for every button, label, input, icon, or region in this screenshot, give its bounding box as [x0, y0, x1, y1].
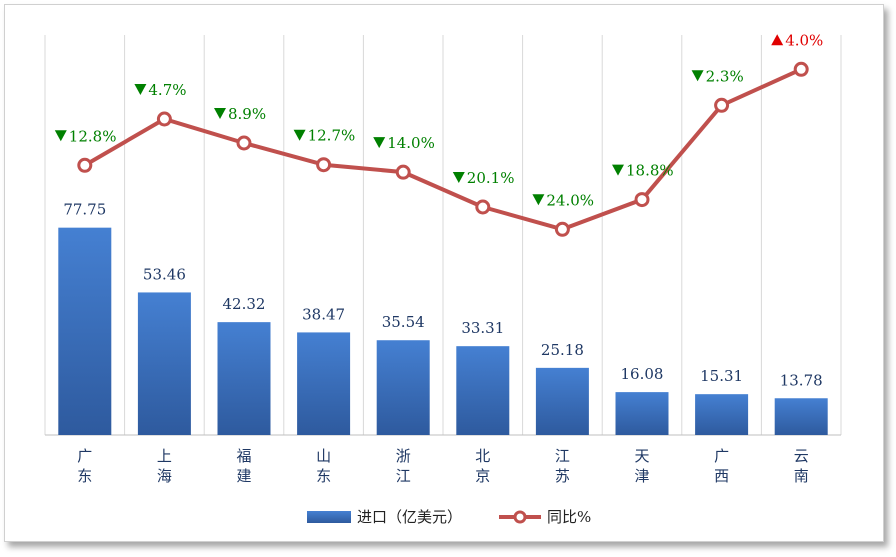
legend-label-import: 进口（亿美元） — [357, 508, 462, 526]
yoy-value-text: 4.0% — [785, 31, 823, 49]
yoy-value-text: 20.1% — [467, 169, 515, 187]
down-arrow-icon — [532, 194, 545, 206]
bar-value-label: 16.08 — [621, 365, 664, 383]
bar-value-label: 15.31 — [700, 367, 743, 385]
category-label: 东 — [316, 467, 331, 485]
category-label: 东 — [77, 467, 92, 485]
category-label: 广 — [714, 447, 729, 465]
category-label: 福 — [236, 447, 251, 465]
category-label: 海 — [157, 467, 172, 485]
bar-value-label: 25.18 — [541, 341, 584, 359]
legend: 进口（亿美元） 同比% — [307, 508, 591, 526]
bar — [615, 392, 669, 435]
line-point — [475, 199, 491, 215]
yoy-value-text: 18.8% — [626, 162, 674, 180]
category-label: 江 — [555, 447, 570, 465]
legend-label-yoy: 同比% — [547, 508, 591, 526]
yoy-value-label: 2.3% — [691, 67, 744, 85]
line-point — [554, 221, 570, 237]
down-arrow-icon — [612, 164, 624, 176]
line-point — [236, 135, 252, 151]
category-label: 江 — [396, 467, 411, 485]
bar — [297, 332, 351, 435]
up-arrow-icon — [771, 34, 784, 46]
category-label: 建 — [236, 467, 251, 485]
chart-frame: 77.75 53.46 42.32 38.47 35.54 33.31 25.18 16.08… — [4, 4, 884, 542]
yoy-value-label: 8.9% — [214, 105, 266, 123]
category-label: 山 — [316, 447, 331, 465]
yoy-value-label: 4.0% — [771, 31, 823, 49]
line-point — [77, 157, 93, 173]
line-point — [395, 164, 411, 180]
bar-value-label: 38.47 — [302, 305, 345, 323]
legend-item-yoy: 同比% — [499, 508, 591, 526]
bar-series — [58, 227, 828, 435]
down-arrow-icon — [134, 84, 147, 95]
line-point — [714, 97, 730, 113]
legend-marker — [513, 510, 527, 524]
category-label: 天 — [634, 447, 649, 465]
category-label: 广 — [77, 447, 92, 465]
category-label: 云 — [794, 447, 809, 465]
bar — [217, 322, 271, 435]
line-point — [793, 61, 809, 77]
yoy-value-text: 4.7% — [148, 81, 186, 99]
yoy-line — [83, 67, 803, 232]
bar-value-label: 13.78 — [780, 371, 823, 389]
yoy-value-text: 24.0% — [546, 191, 594, 209]
yoy-value-text: 12.8% — [69, 127, 117, 145]
bar-value-label: 33.31 — [461, 319, 504, 337]
legend-bar-swatch — [307, 511, 351, 523]
bar-value-label: 77.75 — [63, 201, 106, 219]
legend-item-import: 进口（亿美元） — [307, 508, 462, 526]
down-arrow-icon — [54, 130, 67, 142]
bar — [456, 346, 510, 435]
yoy-value-label: 4.7% — [134, 81, 187, 99]
bar-value-label: 35.54 — [382, 313, 425, 331]
yoy-value-text: 12.7% — [308, 127, 356, 145]
category-label: 上 — [157, 447, 172, 465]
data-labels: 77.75 53.46 42.32 38.47 35.54 33.31 25.18 16.08… — [54, 31, 823, 389]
yoy-value-label: 14.0% — [373, 134, 435, 152]
bar — [137, 292, 191, 435]
yoy-value-text: 2.3% — [706, 67, 744, 85]
line-series — [77, 61, 809, 237]
bar — [535, 367, 589, 435]
down-arrow-icon — [214, 108, 226, 119]
yoy-value-label: 12.8% — [54, 127, 117, 145]
category-label: 西 — [714, 467, 729, 485]
line-point — [156, 111, 172, 127]
down-arrow-icon — [293, 129, 306, 141]
combo-chart: 77.75 53.46 42.32 38.47 35.54 33.31 25.18 16.08… — [44, 31, 842, 526]
line-point — [634, 192, 650, 208]
category-label: 京 — [475, 467, 490, 485]
bar — [58, 227, 112, 435]
yoy-value-label: 18.8% — [612, 162, 674, 180]
bar-value-label: 53.46 — [143, 265, 186, 283]
line-point — [316, 157, 332, 173]
category-label: 北 — [475, 447, 490, 465]
category-label: 南 — [794, 467, 809, 485]
category-label: 津 — [634, 467, 649, 485]
bar — [695, 394, 749, 435]
category-label: 浙 — [396, 447, 411, 465]
category-label: 苏 — [555, 467, 570, 485]
bar — [774, 398, 828, 435]
bar — [376, 340, 430, 435]
yoy-value-text: 8.9% — [228, 105, 266, 123]
down-arrow-icon — [373, 137, 386, 149]
yoy-value-text: 14.0% — [387, 134, 435, 152]
yoy-value-label: 24.0% — [532, 191, 594, 209]
down-arrow-icon — [452, 172, 465, 183]
bar-value-label: 42.32 — [223, 295, 266, 313]
down-arrow-icon — [691, 70, 704, 82]
yoy-value-label: 20.1% — [452, 169, 515, 187]
yoy-value-label: 12.7% — [293, 127, 356, 145]
